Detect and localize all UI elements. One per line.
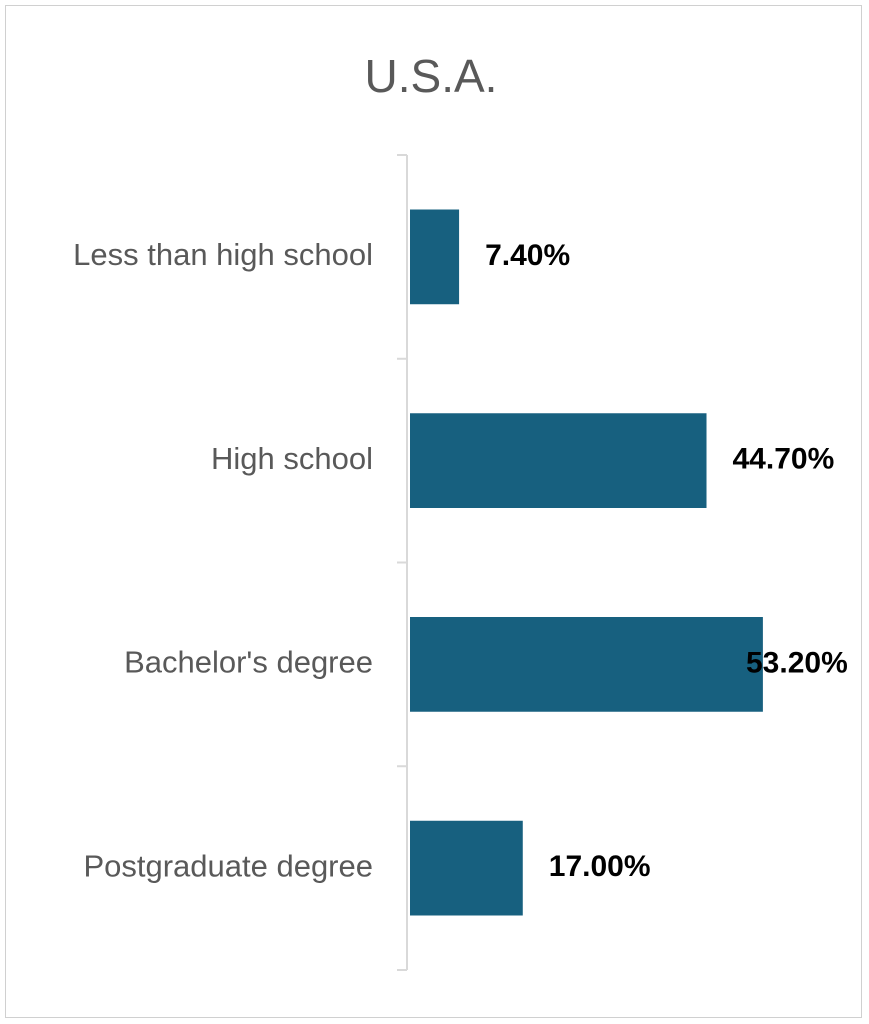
bar (410, 413, 707, 508)
category-label: Bachelor's degree (124, 645, 373, 680)
bars-group (410, 209, 763, 916)
labels-group: Less than high school 7.40% High school 44.… (73, 237, 848, 883)
chart-title: U.S.A. (365, 50, 498, 102)
bar (410, 617, 763, 712)
category-label: Postgraduate degree (83, 848, 373, 883)
category-label: High school (211, 441, 373, 476)
category-label: Less than high school (73, 237, 373, 272)
data-label: 44.70% (733, 443, 835, 476)
data-label: 53.20% (746, 646, 848, 679)
category-axis (397, 154, 408, 971)
bar (410, 209, 460, 305)
data-label: 17.00% (549, 850, 651, 883)
bar (410, 820, 523, 916)
data-label: 7.40% (485, 239, 570, 272)
